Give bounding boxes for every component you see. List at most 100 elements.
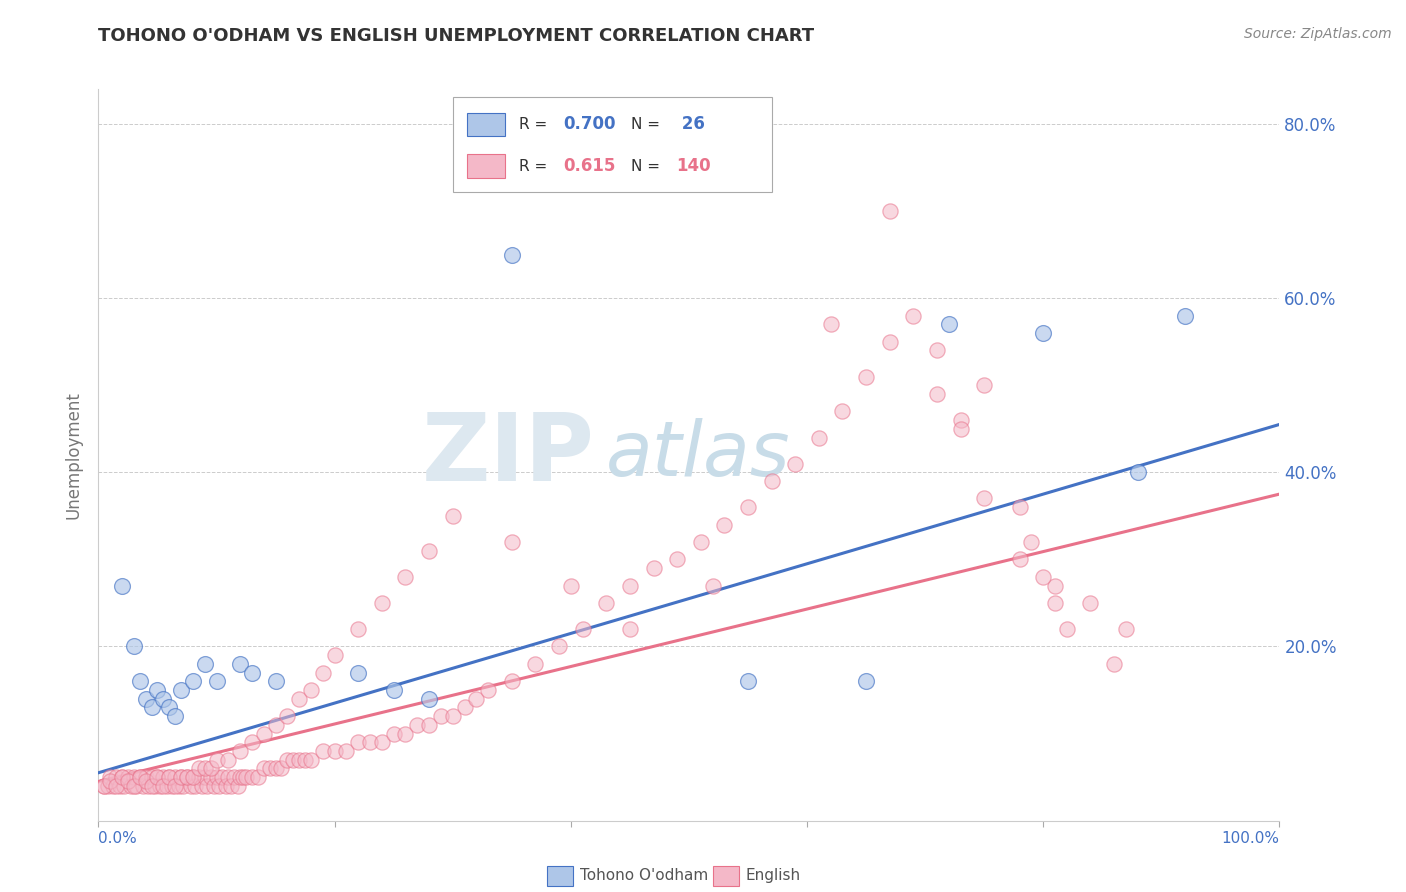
Point — [141, 779, 163, 793]
Point — [548, 640, 571, 654]
Point — [149, 779, 172, 793]
Point — [1043, 596, 1066, 610]
Point — [146, 770, 169, 784]
Point — [217, 753, 239, 767]
FancyBboxPatch shape — [713, 866, 738, 887]
Point — [1043, 578, 1066, 592]
Point — [1056, 622, 1078, 636]
Point — [903, 309, 925, 323]
Point — [170, 770, 193, 784]
Point — [323, 648, 346, 663]
Point — [143, 779, 166, 793]
Point — [108, 779, 131, 793]
Point — [785, 457, 807, 471]
Point — [855, 369, 877, 384]
Point — [194, 770, 217, 784]
Point — [122, 640, 145, 654]
Point — [117, 770, 139, 784]
Text: Source: ZipAtlas.com: Source: ZipAtlas.com — [1244, 27, 1392, 41]
Point — [925, 387, 948, 401]
Point — [879, 204, 901, 219]
Text: atlas: atlas — [606, 418, 790, 491]
Point — [394, 726, 416, 740]
Point — [359, 735, 381, 749]
Point — [737, 500, 759, 515]
Point — [253, 761, 276, 775]
Point — [229, 770, 252, 784]
Point — [165, 709, 187, 723]
Point — [141, 700, 163, 714]
Text: N =: N = — [631, 117, 665, 132]
Point — [501, 247, 523, 261]
Point — [157, 770, 180, 784]
Point — [132, 779, 155, 793]
Point — [98, 770, 121, 784]
Point — [187, 761, 209, 775]
Point — [226, 779, 249, 793]
Point — [441, 709, 464, 723]
Point — [264, 718, 287, 732]
Point — [167, 779, 190, 793]
Point — [128, 674, 150, 689]
Point — [112, 779, 135, 793]
Point — [1126, 466, 1149, 480]
Point — [253, 726, 276, 740]
Point — [879, 334, 901, 349]
Point — [176, 770, 198, 784]
Point — [146, 683, 169, 698]
Point — [105, 779, 128, 793]
Point — [299, 683, 322, 698]
Point — [93, 779, 115, 793]
Point — [172, 779, 194, 793]
Point — [299, 753, 322, 767]
Point — [938, 318, 960, 332]
Point — [229, 744, 252, 758]
Point — [219, 779, 242, 793]
Point — [335, 744, 357, 758]
Text: 140: 140 — [676, 157, 710, 175]
Point — [477, 683, 499, 698]
Point — [128, 770, 150, 784]
Point — [122, 779, 145, 793]
Point — [215, 779, 238, 793]
Point — [737, 674, 759, 689]
Point — [202, 779, 225, 793]
Point — [152, 779, 174, 793]
Point — [441, 508, 464, 523]
Point — [240, 665, 263, 680]
Point — [205, 674, 228, 689]
Point — [229, 657, 252, 671]
Point — [713, 517, 735, 532]
Point — [973, 491, 995, 506]
Point — [418, 718, 440, 732]
Point — [125, 779, 148, 793]
Point — [160, 779, 183, 793]
Point — [170, 770, 193, 784]
Point — [205, 770, 228, 784]
Point — [1102, 657, 1125, 671]
Point — [666, 552, 689, 566]
Point — [176, 770, 198, 784]
Point — [165, 770, 187, 784]
Point — [949, 422, 972, 436]
Point — [619, 578, 641, 592]
Point — [807, 430, 830, 444]
Point — [1021, 535, 1043, 549]
Point — [122, 770, 145, 784]
Y-axis label: Unemployment: Unemployment — [65, 391, 83, 519]
Point — [156, 779, 179, 793]
Point — [128, 770, 150, 784]
Point — [121, 779, 143, 793]
FancyBboxPatch shape — [467, 154, 505, 178]
Point — [187, 770, 209, 784]
Point — [191, 779, 214, 793]
Point — [453, 700, 475, 714]
Point — [264, 761, 287, 775]
Point — [1174, 309, 1197, 323]
Point — [560, 578, 582, 592]
Point — [347, 665, 370, 680]
Point — [136, 779, 159, 793]
Text: R =: R = — [519, 159, 553, 174]
Point — [382, 726, 405, 740]
Point — [347, 622, 370, 636]
